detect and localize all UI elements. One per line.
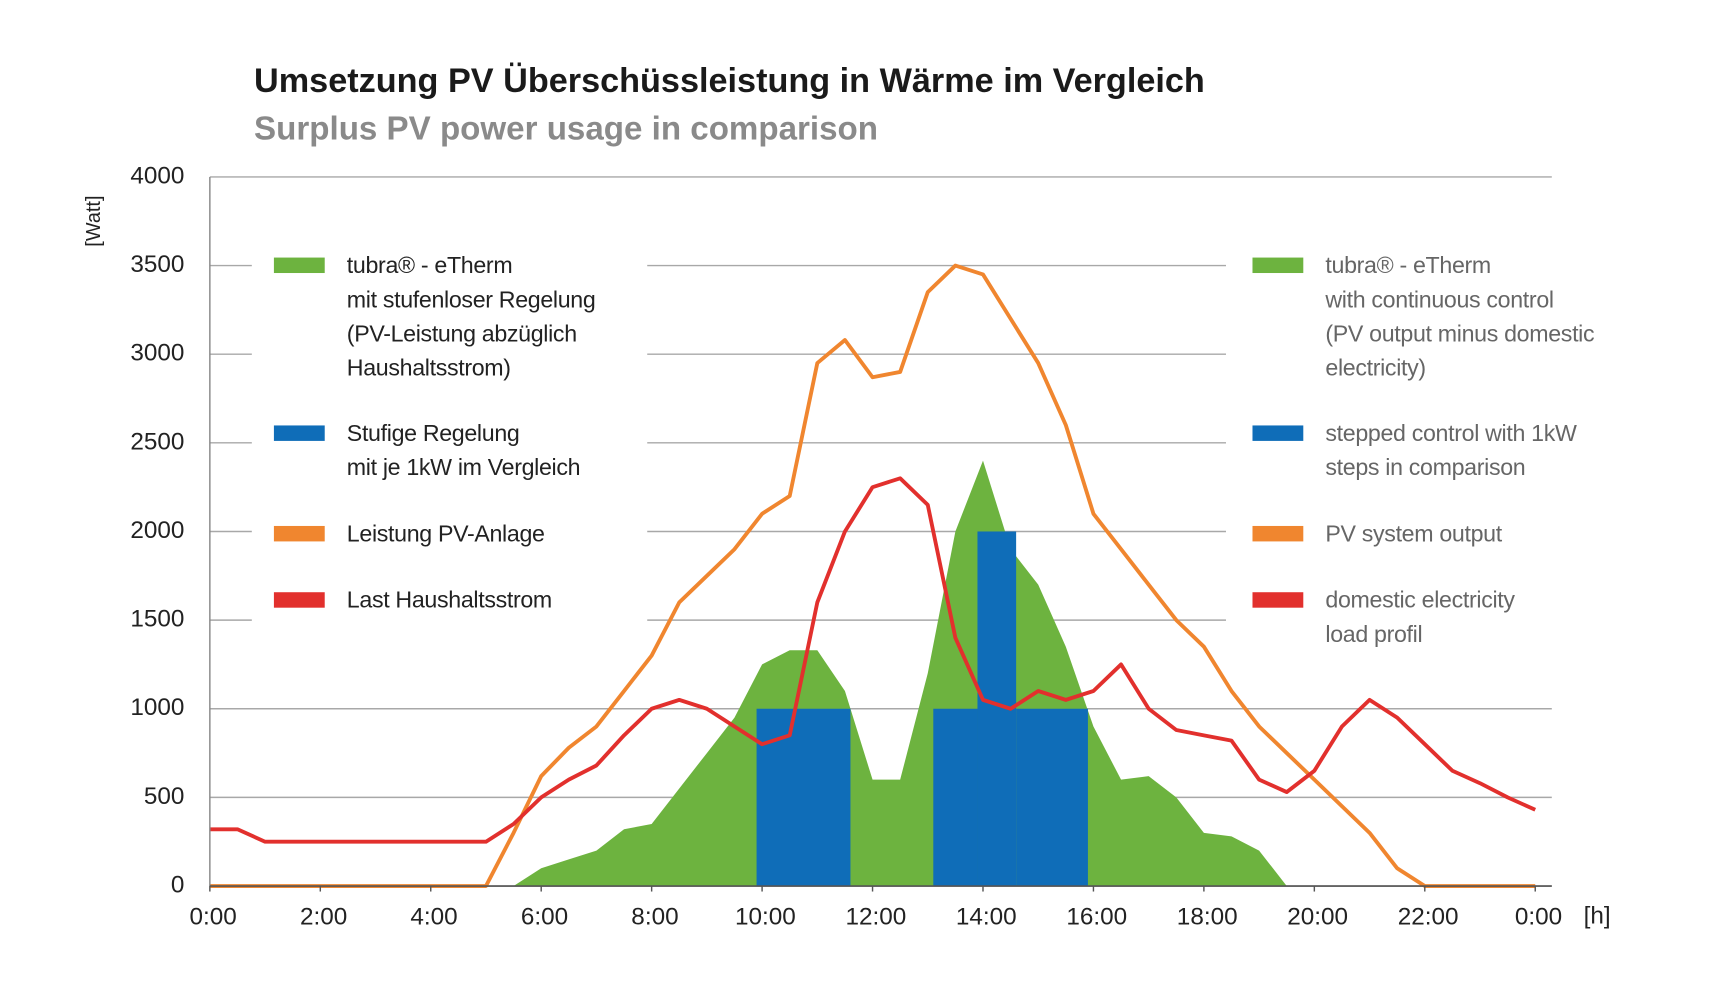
- y-tick-label: 1000: [130, 694, 184, 721]
- legend-background: [1225, 237, 1690, 658]
- x-tick-label: 20:00: [1287, 903, 1348, 930]
- x-tick-label: 6:00: [521, 903, 568, 930]
- legend-label: tubra® - eTherm mit stufenloser Regelung…: [346, 253, 596, 382]
- x-tick-label: 12:00: [845, 903, 906, 930]
- line: [209, 476, 1537, 844]
- legend-entry: domestic electricity load profil: [1325, 587, 1515, 648]
- x-tick-label: 18:00: [1177, 903, 1238, 930]
- step-bar: [933, 708, 978, 887]
- y-tick-label: 500: [144, 783, 185, 810]
- x-tick-label: 4:00: [410, 903, 457, 930]
- x-tick-label: 10:00: [735, 903, 796, 930]
- legend-entry: stepped control with 1kW steps in compar…: [1325, 421, 1577, 481]
- legend-swatch: [273, 525, 325, 542]
- y-tick-label: 3000: [130, 340, 184, 367]
- x-tick-label: 16:00: [1066, 903, 1127, 930]
- legend-background: [251, 237, 648, 658]
- legend-swatch: [1252, 257, 1304, 274]
- y-tick-label: 3500: [130, 251, 184, 278]
- x-axis-label: [h]: [1584, 902, 1611, 929]
- legend-entry: tubra® - eTherm with continuous control …: [1325, 253, 1595, 382]
- legend-swatch: [1252, 525, 1304, 542]
- legend-label: PV system output: [1325, 521, 1502, 547]
- y-tick-label: 2000: [130, 517, 184, 544]
- y-axis-label: [Watt]: [83, 196, 105, 247]
- legend-entry: tubra® - eTherm mit stufenloser Regelung…: [346, 253, 596, 382]
- x-tick-label: 8:00: [631, 903, 678, 930]
- y-tick-label: 1500: [130, 606, 184, 633]
- legend-label: stepped control with 1kW steps in compar…: [1325, 421, 1577, 481]
- chart-title: Umsetzung PV Überschüssleistung in Wärme…: [254, 61, 1205, 100]
- legend-entry: PV system output: [1325, 521, 1502, 547]
- x-tick-label: 0:00: [190, 903, 237, 930]
- x-tick-label: 0:00: [1515, 903, 1562, 930]
- legend-label: tubra® - eTherm with continuous control …: [1325, 253, 1595, 382]
- y-tick-label: 2500: [130, 428, 184, 455]
- chart-subtitle: Surplus PV power usage in comparison: [254, 110, 878, 147]
- legend-swatch: [1252, 425, 1304, 441]
- axes: 0 500 1000 1500 2000 2500 3000 3500 4000 0:00 2:00…: [130, 162, 1562, 930]
- legend-entry: Stufige Regelung mit je 1kW im Vergleich: [346, 421, 581, 481]
- y-tick-label: 4000: [130, 162, 184, 189]
- step-bar: [756, 708, 851, 887]
- legend-swatch: [273, 592, 325, 608]
- legend-swatch: [1252, 592, 1304, 608]
- legend-label: Stufige Regelung mit je 1kW im Vergleich: [346, 421, 581, 481]
- legend-label: Leistung PV-Anlage: [346, 521, 545, 547]
- x-tick-label: 2:00: [300, 903, 347, 930]
- legend-label: domestic electricity load profil: [1325, 587, 1515, 648]
- legends: tubra® - eTherm mit stufenloser Regelung…: [251, 237, 1690, 658]
- legend-entry: Leistung PV-Anlage: [346, 521, 545, 547]
- legend-swatch: [273, 425, 325, 441]
- x-tick-label: 14:00: [956, 903, 1017, 930]
- y-tick-label: 0: [171, 871, 185, 898]
- plot-area: [209, 263, 1537, 888]
- legend-swatch: [273, 257, 325, 274]
- x-tick-label: 22:00: [1398, 903, 1459, 930]
- legend-label: Last Haushaltsstrom: [346, 587, 552, 614]
- area: [209, 460, 1536, 887]
- legend-entry: Last Haushaltsstrom: [346, 587, 552, 614]
- step-bar: [1016, 708, 1088, 887]
